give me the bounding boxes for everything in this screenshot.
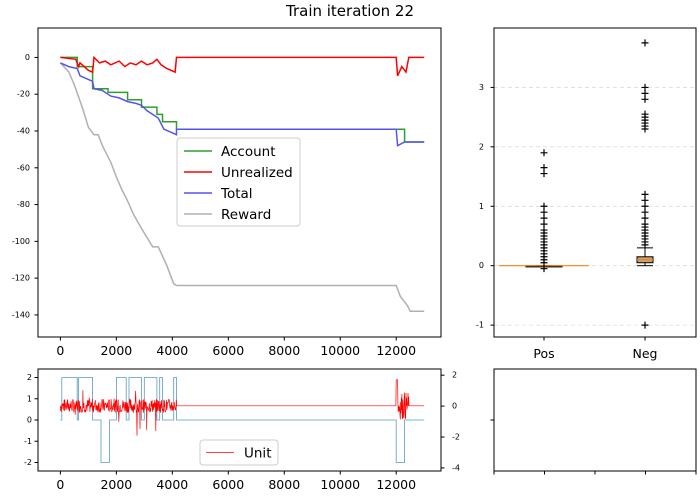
legend-label-unit: Unit bbox=[244, 446, 271, 462]
x-tick-label: 8000 bbox=[268, 343, 300, 358]
outlier-pos bbox=[540, 202, 548, 210]
outlier-neg bbox=[641, 214, 649, 222]
y-tick-label: 2 bbox=[27, 373, 32, 382]
y-tick-label: -1 bbox=[476, 321, 484, 330]
box-plot: -1 0 1 2 3 Pos Neg bbox=[476, 27, 697, 361]
y2-tick-label: 2 bbox=[452, 371, 457, 380]
y-tick-label: -2 bbox=[24, 458, 32, 467]
x-tick-label: 0 bbox=[56, 477, 64, 492]
legend-label-reward: Reward bbox=[221, 207, 271, 223]
y-tick-label: -1 bbox=[24, 437, 32, 446]
unit-axes-frame bbox=[37, 368, 442, 472]
y2-tick-label: 0 bbox=[452, 402, 457, 411]
x-tick-label: 4000 bbox=[156, 343, 188, 358]
y-tick-label: 1 bbox=[479, 202, 484, 211]
outlier-pos bbox=[540, 220, 548, 228]
outlier-neg bbox=[641, 190, 649, 198]
y2-tick-label: -4 bbox=[452, 463, 460, 472]
outlier-pos bbox=[540, 265, 548, 273]
y-tick-label: -20 bbox=[17, 90, 30, 99]
y-tick-label: 0 bbox=[27, 416, 32, 425]
y-tick-label: 0 bbox=[25, 53, 30, 62]
outlier-neg bbox=[641, 321, 649, 329]
y-tick-label: -120 bbox=[12, 274, 30, 283]
main-axes-frame bbox=[37, 27, 442, 338]
legend-box bbox=[176, 137, 301, 227]
legend-label-account: Account bbox=[221, 144, 276, 160]
main-chart: 0 -20 -40 -60 -80 -100 -120 -140 0 2000 4000 6000 80… bbox=[12, 27, 442, 358]
y-tick-label: 3 bbox=[479, 83, 484, 92]
outlier-pos bbox=[540, 149, 548, 157]
x-tick-label: 4000 bbox=[156, 477, 188, 492]
outlier-neg bbox=[641, 220, 649, 228]
y-tick-label: 1 bbox=[27, 394, 32, 403]
empty-axes bbox=[490, 368, 697, 475]
outlier-neg bbox=[641, 202, 649, 210]
x-tick-label: 0 bbox=[56, 343, 64, 358]
category-label-neg: Neg bbox=[633, 346, 658, 361]
y2-tick-label: -2 bbox=[452, 433, 460, 442]
outlier-neg bbox=[641, 89, 649, 97]
x-tick-label: 2000 bbox=[100, 343, 132, 358]
outlier-neg bbox=[641, 196, 649, 204]
series-unrealized-line bbox=[60, 55, 425, 77]
outlier-pos bbox=[540, 170, 548, 178]
x-tick-label: 2000 bbox=[100, 477, 132, 492]
x-tick-label: 6000 bbox=[212, 477, 244, 492]
x-tick-label: 8000 bbox=[268, 477, 300, 492]
outlier-neg bbox=[641, 95, 649, 103]
outlier-neg bbox=[641, 208, 649, 216]
x-tick-label: 12000 bbox=[376, 477, 416, 492]
unit-chart: 2 1 0 -1 -2 2 0 -2 -4 0 2000 4000 6000 8000 10000 12000… bbox=[24, 368, 460, 492]
y-tick-label: -80 bbox=[17, 200, 30, 209]
outlier-pos bbox=[540, 226, 548, 234]
x-tick-label: 12000 bbox=[376, 343, 416, 358]
figure-title: Train iteration 22 bbox=[285, 2, 414, 20]
outlier-pos bbox=[540, 164, 548, 172]
y-tick-label: -60 bbox=[17, 163, 30, 172]
y-tick-label: 0 bbox=[479, 261, 484, 270]
x-tick-label: 10000 bbox=[320, 343, 360, 358]
legend-label-total: Total bbox=[220, 186, 253, 202]
y-tick-label: -140 bbox=[12, 310, 30, 319]
y-tick-label: -100 bbox=[12, 237, 30, 246]
outlier-pos bbox=[540, 208, 548, 216]
outlier-pos bbox=[540, 214, 548, 222]
outlier-neg bbox=[641, 39, 649, 47]
legend-label-unrealized: Unrealized bbox=[221, 165, 293, 181]
category-label-pos: Pos bbox=[533, 346, 554, 361]
series-reward-line bbox=[59, 62, 425, 313]
series-unit-line bbox=[60, 379, 425, 436]
empty-axes-frame bbox=[493, 368, 697, 472]
x-tick-label: 10000 bbox=[320, 477, 360, 492]
legend-box bbox=[199, 439, 279, 466]
outlier-neg bbox=[641, 83, 649, 91]
y-tick-label: -40 bbox=[17, 127, 30, 136]
box-axes-frame bbox=[493, 27, 697, 338]
series-total-line bbox=[60, 62, 425, 147]
x-tick-label: 6000 bbox=[212, 343, 244, 358]
series-baseline-line bbox=[60, 377, 425, 463]
outlier-neg bbox=[641, 110, 649, 118]
y-tick-label: 2 bbox=[479, 142, 484, 151]
